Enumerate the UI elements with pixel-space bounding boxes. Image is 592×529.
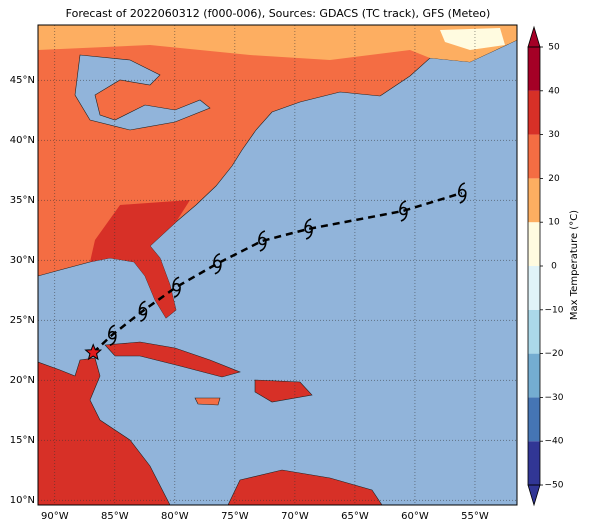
- colorbar-tick-label: −30: [545, 393, 564, 403]
- colorbar-bin: [528, 222, 540, 266]
- colorbar-bin: [528, 47, 540, 91]
- lat-tick-label: 20°N: [10, 375, 35, 386]
- storm-symbol: [304, 218, 313, 240]
- colorbar-tick-label: 50: [548, 43, 560, 53]
- colorbar-bin: [528, 266, 540, 310]
- colorbar-tick-label: 20: [548, 174, 560, 184]
- colorbar-tick-label: −50: [545, 481, 564, 491]
- storm-symbol: [138, 300, 148, 322]
- genesis-star: [84, 343, 103, 361]
- land: [38, 25, 517, 505]
- colorbar-bin: [528, 178, 540, 223]
- lat-tick-label: 15°N: [10, 435, 35, 446]
- jamaica: [194, 397, 221, 406]
- south-america: [227, 469, 383, 505]
- lat-tick-label: 10°N: [10, 495, 35, 506]
- storm-symbol: [258, 230, 267, 252]
- track-line: [92, 191, 463, 354]
- lon-tick-label: 90°W: [41, 511, 69, 522]
- lat-tick-label: 45°N: [10, 75, 35, 86]
- great-lakes: [74, 54, 211, 131]
- lon-tick-label: 60°W: [401, 511, 429, 522]
- colorbar-tick-label: 30: [548, 130, 560, 140]
- colorbar-tick-label: −20: [545, 349, 564, 359]
- colorbar-tick-label: 0: [551, 262, 557, 272]
- lon-tick-label: 65°W: [341, 511, 369, 522]
- colorbar-bin: [528, 134, 540, 179]
- colorbar-label: Max Temperature (°C): [569, 210, 580, 320]
- storm-symbol: [213, 253, 222, 275]
- colorbar-tick-label: 10: [548, 218, 560, 228]
- title: Forecast of 2022060312 (f000-006), Sourc…: [66, 7, 491, 20]
- lon-tick-label: 70°W: [281, 511, 309, 522]
- storm-symbol: [399, 200, 408, 222]
- central-america: [38, 357, 171, 505]
- lon-tick-label: 80°W: [161, 511, 189, 522]
- cuba: [104, 341, 241, 378]
- map-frame: [37, 24, 518, 506]
- colorbar-extend-top: [527, 25, 541, 48]
- lon-tick-label: 85°W: [101, 511, 129, 522]
- colorbar-tick-label: −10: [545, 305, 564, 315]
- colorbar-tick-label: −40: [545, 437, 564, 447]
- lat-tick-label: 25°N: [10, 315, 35, 326]
- newfoundland-cold: [440, 28, 505, 50]
- hispaniola: [254, 379, 313, 403]
- colorbar-bin: [528, 309, 540, 354]
- colorbar-bin: [528, 353, 540, 398]
- colorbar-extend-bottom: [527, 484, 541, 507]
- lat-tick-label: 40°N: [10, 135, 35, 146]
- storm-symbol: [108, 324, 117, 346]
- lon-tick-label: 55°W: [461, 511, 489, 522]
- colorbar-bin: [528, 397, 540, 442]
- colorbar-bin: [528, 441, 540, 485]
- canada-cool: [38, 25, 517, 62]
- storm-symbol: [457, 182, 467, 204]
- colorbar-bin: [528, 90, 540, 135]
- colorbar-tick-label: 40: [548, 86, 560, 96]
- lat-tick-label: 35°N: [10, 195, 35, 206]
- lon-tick-label: 75°W: [221, 511, 249, 522]
- storm-symbol: [172, 276, 181, 298]
- lat-tick-label: 30°N: [10, 255, 35, 266]
